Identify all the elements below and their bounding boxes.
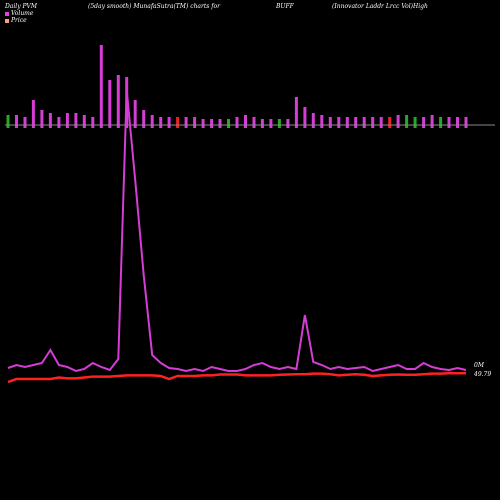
- volume-bar: [108, 80, 112, 128]
- volume-bar: [260, 119, 264, 128]
- volume-bar: [328, 117, 332, 128]
- volume-bar: [57, 117, 61, 128]
- volume-bar: [23, 117, 27, 128]
- header-title-mid: (5day smooth) MunafaSutra(TM) charts for: [88, 3, 220, 10]
- volume-bar: [235, 117, 239, 128]
- volume-bar: [91, 117, 95, 128]
- volume-bar: [65, 113, 69, 128]
- volume-bar: [99, 45, 103, 128]
- volume-bar: [379, 117, 383, 128]
- legend-price: Price: [5, 17, 27, 24]
- volume-bar: [388, 117, 392, 128]
- volume-bar: [456, 117, 459, 128]
- header-title-left: Daily PVM: [5, 3, 38, 10]
- volume-bar: [422, 117, 426, 128]
- volume-bar: [371, 117, 375, 128]
- volume-bar: [133, 100, 137, 128]
- volume-bar: [303, 107, 307, 128]
- volume-bar: [218, 119, 222, 128]
- volume-bar: [227, 119, 230, 128]
- volume-bar: [439, 117, 443, 128]
- volume-bar: [345, 117, 349, 128]
- volume-bar: [252, 117, 256, 128]
- volume-bar: [184, 117, 188, 128]
- volume-bar: [31, 100, 35, 128]
- volume-bar: [159, 117, 163, 128]
- volume-bar: [244, 115, 247, 128]
- volume-bar: [6, 115, 10, 128]
- volume-bar: [48, 113, 52, 128]
- volume-swatch: [5, 11, 9, 16]
- volume-last-label: 0M: [474, 362, 485, 369]
- volume-bars: [6, 45, 468, 128]
- volume-bar: [150, 115, 154, 128]
- volume-bar: [176, 117, 180, 128]
- volume-bar: [201, 119, 205, 128]
- volume-bar: [210, 119, 214, 128]
- volume-bar: [277, 119, 281, 128]
- volume-bar: [74, 113, 78, 128]
- volume-bar: [286, 119, 290, 128]
- legend-volume-label: Volume: [11, 10, 34, 17]
- volume-bar: [430, 115, 434, 128]
- price-line: [7, 372, 466, 384]
- volume-line: [7, 89, 467, 373]
- volume-bar: [269, 119, 273, 128]
- volume-bar: [320, 115, 324, 128]
- price-swatch: [5, 18, 9, 23]
- volume-bar: [116, 75, 120, 128]
- volume-bar: [193, 117, 197, 128]
- volume-bar: [40, 110, 44, 128]
- volume-bar: [294, 97, 298, 128]
- volume-bar: [82, 115, 86, 128]
- header-title-right: (Innovator Laddr Lrcc Vol)High: [332, 3, 428, 10]
- volume-bar: [396, 115, 400, 128]
- volume-bar: [405, 115, 409, 128]
- volume-bar: [362, 117, 366, 128]
- header-symbol: BUFF: [276, 3, 294, 10]
- volume-bar: [142, 110, 146, 128]
- volume-bar: [337, 117, 341, 128]
- legend-volume: Volume: [5, 10, 33, 17]
- volume-bar: [354, 117, 358, 128]
- volume-bar: [464, 117, 468, 128]
- legend-price-label: Price: [11, 17, 27, 24]
- volume-bar: [413, 117, 417, 128]
- volume-bar: [447, 117, 451, 128]
- price-last-label: 49.79: [473, 371, 491, 378]
- volume-bar: [15, 115, 18, 128]
- volume-bar: [167, 117, 171, 128]
- volume-bar: [311, 113, 315, 128]
